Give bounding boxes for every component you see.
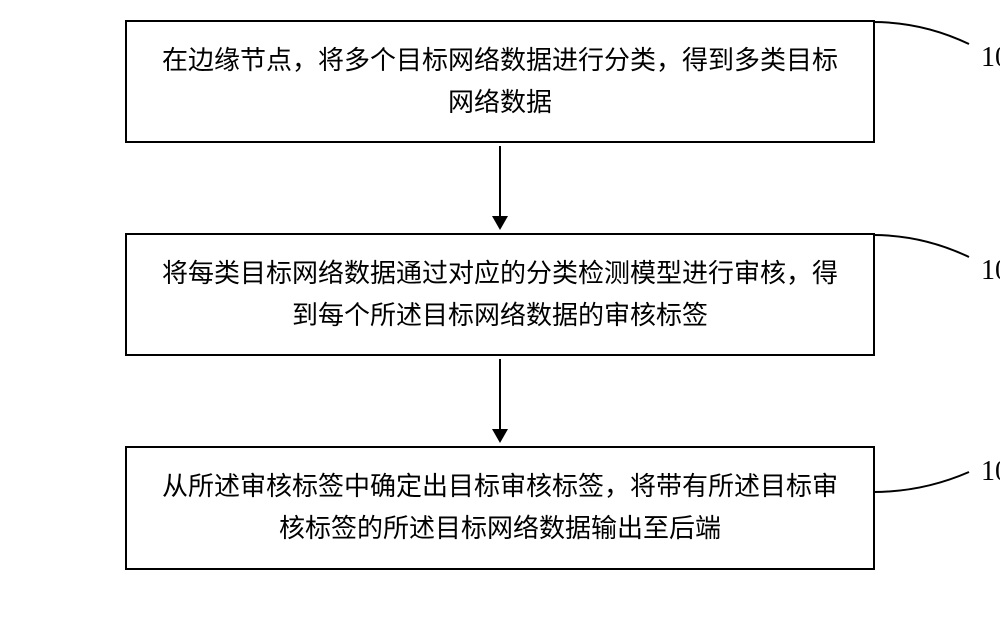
connector-curve — [873, 466, 983, 496]
flowchart-node-1: 在边缘节点，将多个目标网络数据进行分类，得到多类目标网络数据 101 — [125, 20, 875, 143]
flowchart-node-2: 将每类目标网络数据通过对应的分类检测模型进行审核，得到每个所述目标网络数据的审核… — [125, 233, 875, 356]
node-label: 103 — [981, 450, 1000, 495]
arrow-line — [499, 146, 501, 216]
connector-curve — [873, 18, 983, 48]
node-text: 从所述审核标签中确定出目标审核标签，将带有所述目标审核标签的所述目标网络数据输出… — [162, 472, 838, 543]
flowchart-node-3: 从所述审核标签中确定出目标审核标签，将带有所述目标审核标签的所述目标网络数据输出… — [125, 446, 875, 569]
node-text: 在边缘节点，将多个目标网络数据进行分类，得到多类目标网络数据 — [162, 46, 838, 117]
flow-arrow — [492, 356, 508, 446]
flow-arrow — [492, 143, 508, 233]
arrow-head-icon — [492, 429, 508, 443]
node-text: 将每类目标网络数据通过对应的分类检测模型进行审核，得到每个所述目标网络数据的审核… — [162, 259, 838, 330]
flowchart-container: 在边缘节点，将多个目标网络数据进行分类，得到多类目标网络数据 101 将每类目标… — [60, 20, 940, 570]
node-label: 101 — [981, 36, 1000, 81]
connector-curve — [873, 231, 983, 261]
node-label: 102 — [981, 249, 1000, 294]
arrow-head-icon — [492, 216, 508, 230]
arrow-line — [499, 359, 501, 429]
